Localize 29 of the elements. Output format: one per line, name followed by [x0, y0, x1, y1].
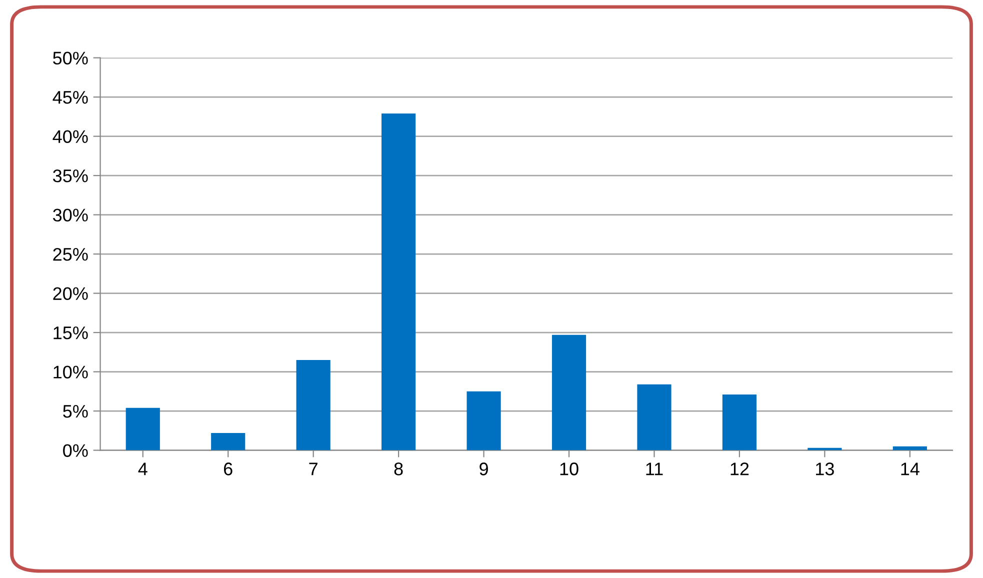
- y-tick-label: 35%: [53, 169, 88, 182]
- y-tick-label: 25%: [53, 248, 88, 261]
- y-tick-label: 10%: [54, 366, 88, 378]
- bar: [126, 408, 160, 450]
- bar: [552, 334, 586, 450]
- y-tick-label: 30%: [53, 208, 88, 222]
- y-tick-label: 45%: [52, 91, 88, 104]
- x-tick-label: 4: [138, 462, 148, 476]
- y-tick-label: 15%: [54, 326, 88, 340]
- x-tick-label: 9: [480, 462, 488, 476]
- x-tick-label: 10: [560, 462, 578, 476]
- bar: [466, 391, 501, 450]
- x-tick-label: 12: [730, 462, 749, 476]
- x-tick-label: 11: [646, 462, 663, 476]
- x-tick-label: 8: [394, 462, 403, 476]
- y-tick-label: 0%: [63, 444, 88, 457]
- y-tick-label: 20%: [53, 287, 88, 300]
- x-tick-label: 13: [816, 462, 834, 476]
- bar: [382, 114, 416, 450]
- y-tick-label: 40%: [52, 130, 88, 144]
- x-tick-label: 6: [224, 462, 232, 476]
- x-tick-label: 14: [901, 462, 920, 476]
- bar: [296, 360, 330, 450]
- bar: [211, 432, 246, 450]
- bar: [637, 384, 672, 450]
- y-tick-label: 5%: [63, 405, 88, 418]
- x-tick-label: 7: [309, 462, 318, 476]
- y-tick-label: 50%: [53, 52, 88, 65]
- bar: [722, 394, 757, 450]
